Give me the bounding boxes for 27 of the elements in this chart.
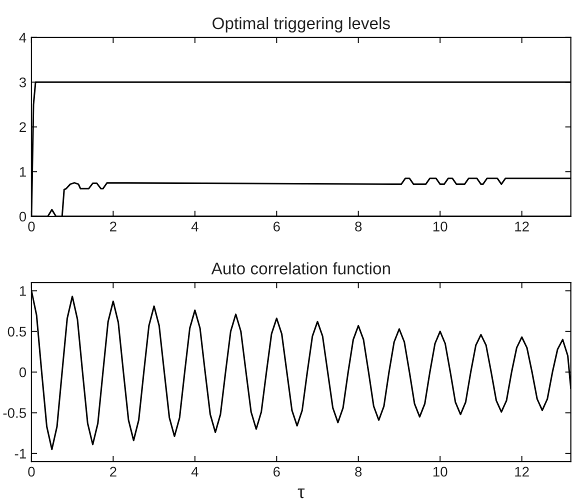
x-tick-label: 8 [355, 466, 362, 477]
y-tick-label: -1 [14, 448, 26, 458]
x-tick-label: 10 [433, 222, 448, 232]
x-tick-label: 2 [110, 466, 116, 476]
x-tick-label: 4 [191, 466, 198, 476]
chart-title: Auto correlation function [211, 262, 390, 274]
chart-title: Optimal triggering levels [212, 17, 390, 33]
x-tick-label: 12 [515, 466, 529, 476]
x-tick-label: 8 [355, 222, 362, 232]
y-tick-label: -0.5 [3, 408, 26, 418]
y-tick-label: 0 [19, 367, 26, 378]
y-tick-label: 0 [19, 212, 26, 222]
x-tick-label: 0 [28, 466, 35, 477]
x-tick-label: 0 [28, 222, 35, 232]
y-tick-label: 0.5 [8, 326, 26, 337]
x-tick-label: 6 [273, 222, 280, 232]
y-tick-label: 1 [20, 286, 26, 296]
y-tick-label: 2 [20, 122, 26, 132]
x-tick-label: 2 [110, 222, 116, 232]
x-tick-label: 10 [433, 466, 448, 477]
x-axis-title: τ [298, 488, 305, 498]
y-tick-label: 1 [20, 167, 26, 177]
x-tick-label: 12 [515, 222, 529, 232]
x-tick-label: 4 [191, 222, 198, 232]
y-tick-label: 3 [19, 78, 26, 88]
x-tick-label: 6 [273, 466, 280, 477]
y-tick-label: 4 [19, 32, 26, 42]
